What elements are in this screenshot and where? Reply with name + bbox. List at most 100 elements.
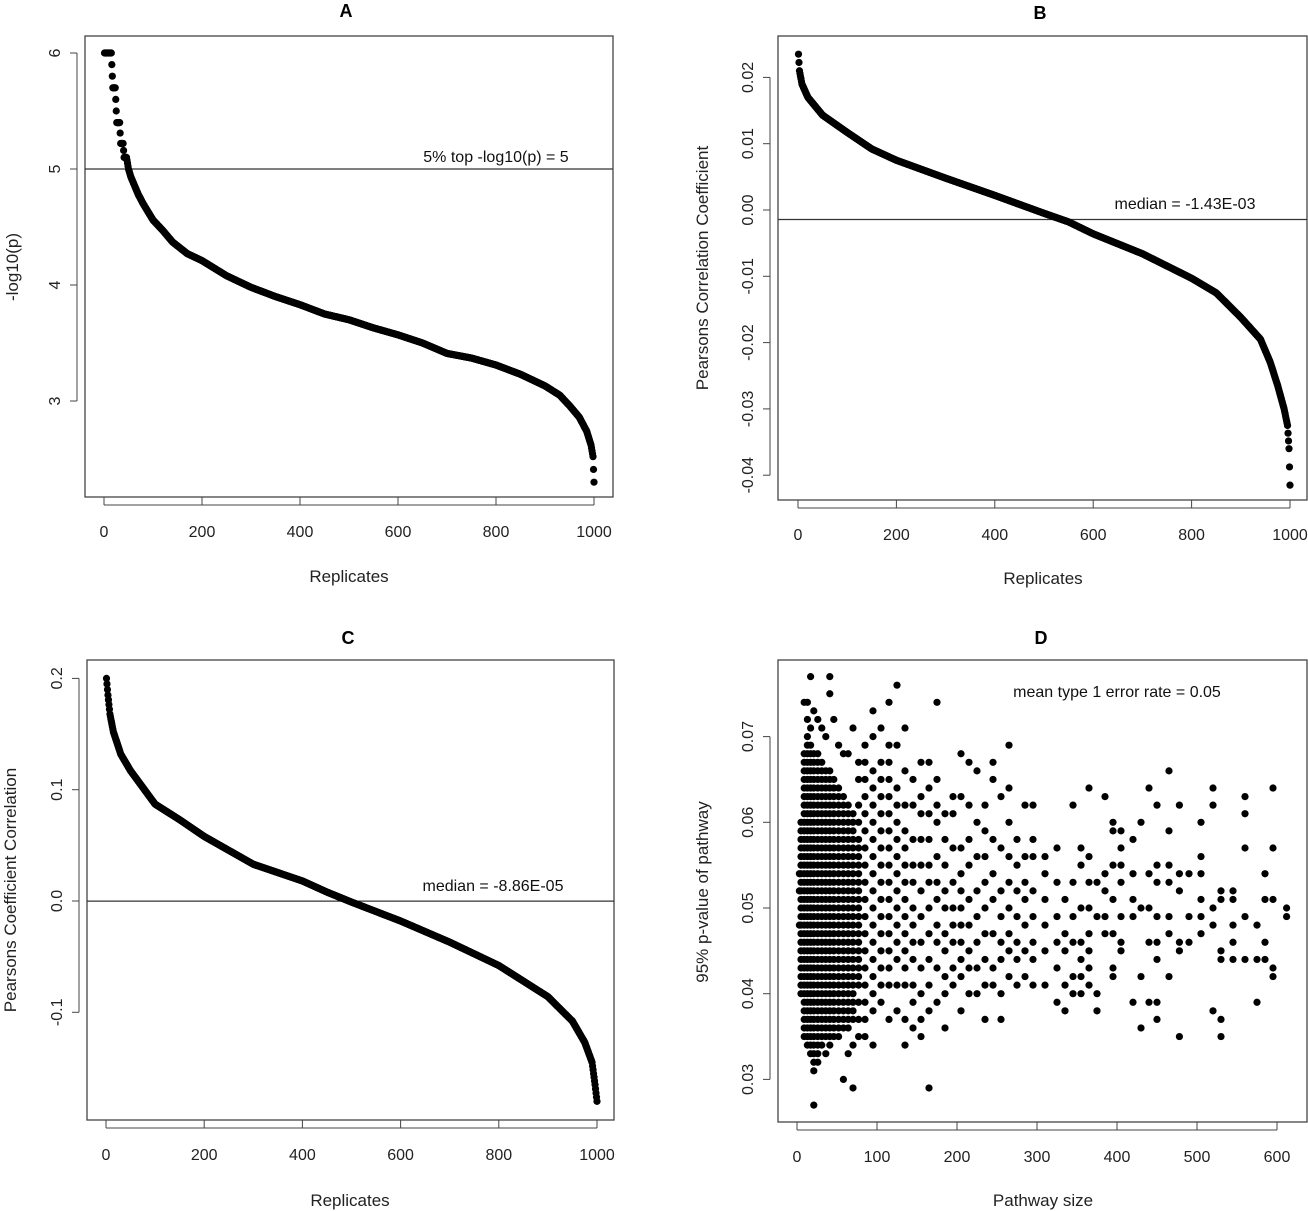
- data-point: [855, 870, 863, 878]
- data-point: [981, 878, 989, 886]
- y-tick-label: -0.03: [740, 391, 757, 428]
- x-tick-label: 200: [944, 1149, 971, 1166]
- data-point: [957, 887, 965, 895]
- data-point: [981, 930, 989, 938]
- data-point: [1085, 930, 1093, 938]
- data-point: [997, 1015, 1005, 1024]
- panel-title: C: [342, 628, 355, 648]
- data-point: [1109, 818, 1117, 826]
- data-point: [861, 792, 869, 801]
- data-point: [861, 741, 869, 749]
- data-point: [869, 818, 877, 826]
- data-point: [1005, 904, 1013, 912]
- data-point: [1153, 912, 1161, 921]
- data-point: [917, 758, 925, 766]
- data-point: [933, 852, 941, 861]
- data-point: [1093, 990, 1101, 998]
- x-axis-label: Replicates: [1003, 569, 1082, 588]
- data-point: [981, 852, 989, 861]
- data-point: [822, 1050, 830, 1058]
- data-point: [893, 904, 901, 912]
- data-point: [1101, 930, 1109, 938]
- data-point: [869, 767, 877, 775]
- data-point: [877, 964, 885, 972]
- data-point: [1005, 930, 1013, 938]
- data-point: [1217, 887, 1225, 895]
- data-point: [949, 844, 957, 852]
- data-point: [1229, 895, 1237, 904]
- data-point: [869, 707, 877, 715]
- data-point: [826, 673, 834, 681]
- data-point: [1283, 904, 1291, 912]
- data-point: [1053, 998, 1061, 1006]
- y-tick-label: 0.07: [740, 721, 757, 752]
- data-point: [803, 733, 812, 741]
- data-point: [1041, 852, 1049, 861]
- data-point: [1021, 878, 1029, 886]
- data-point: [1217, 955, 1225, 964]
- data-point: [989, 981, 997, 989]
- data-point: [973, 990, 981, 998]
- data-point: [1077, 904, 1085, 912]
- data-point: [112, 107, 120, 115]
- data-point: [901, 844, 909, 852]
- panel-A: A Replicates -log10(p) 0 200 400 600 800 1000 3 4 5…: [3, 1, 614, 586]
- data-point: [989, 870, 997, 878]
- data-point: [949, 792, 957, 801]
- data-point: [120, 146, 128, 155]
- data-point: [973, 938, 981, 946]
- data-point: [839, 1075, 848, 1083]
- data-point: [981, 955, 989, 964]
- data-point: [103, 680, 111, 688]
- data-point: [1175, 870, 1183, 878]
- data-point: [849, 1007, 857, 1015]
- data-point: [1021, 852, 1029, 861]
- plot-frame: [777, 35, 1308, 501]
- y-tick-label: 0.03: [740, 1064, 757, 1095]
- data-point: [1165, 972, 1173, 981]
- data-point: [1085, 947, 1093, 955]
- data-point: [849, 724, 857, 732]
- data-point: [877, 878, 885, 886]
- data-point: [855, 1032, 863, 1041]
- data-point: [1153, 938, 1161, 946]
- data-point: [901, 964, 909, 972]
- data-point: [1101, 887, 1109, 895]
- x-tick-label: 0: [100, 524, 109, 541]
- data-point: [1217, 947, 1225, 955]
- data-point: [989, 775, 997, 784]
- data-point: [861, 998, 869, 1006]
- data-point: [1041, 981, 1049, 989]
- data-point: [917, 1032, 925, 1041]
- data-point: [917, 990, 925, 998]
- data-points: [102, 674, 601, 1105]
- data-point: [1005, 818, 1013, 826]
- data-point: [1153, 801, 1161, 809]
- data-point: [869, 972, 877, 981]
- data-point: [869, 887, 877, 895]
- x-tick-label: 300: [1024, 1149, 1051, 1166]
- data-point: [893, 784, 901, 792]
- x-tick-label: 600: [385, 524, 412, 541]
- panel-C: C Replicates Pearsons Coefficient Correlat…: [1, 628, 615, 1210]
- data-point: [1185, 912, 1193, 921]
- plot-frame: [86, 659, 615, 1121]
- data-point: [1261, 870, 1269, 878]
- data-point: [941, 904, 949, 912]
- data-point: [1145, 870, 1153, 878]
- data-point: [1117, 878, 1125, 886]
- data-point: [1041, 895, 1049, 904]
- data-point: [1165, 912, 1173, 921]
- data-point: [981, 801, 989, 809]
- data-point: [901, 930, 909, 938]
- data-points: [795, 673, 1291, 1109]
- data-point: [933, 801, 941, 809]
- data-point: [909, 921, 917, 929]
- data-point: [1109, 964, 1117, 972]
- data-point: [1284, 429, 1292, 437]
- data-point: [893, 887, 901, 895]
- data-point: [1286, 481, 1294, 489]
- x-tick-label: 200: [189, 524, 216, 541]
- data-point: [818, 758, 826, 766]
- data-point: [1283, 421, 1292, 430]
